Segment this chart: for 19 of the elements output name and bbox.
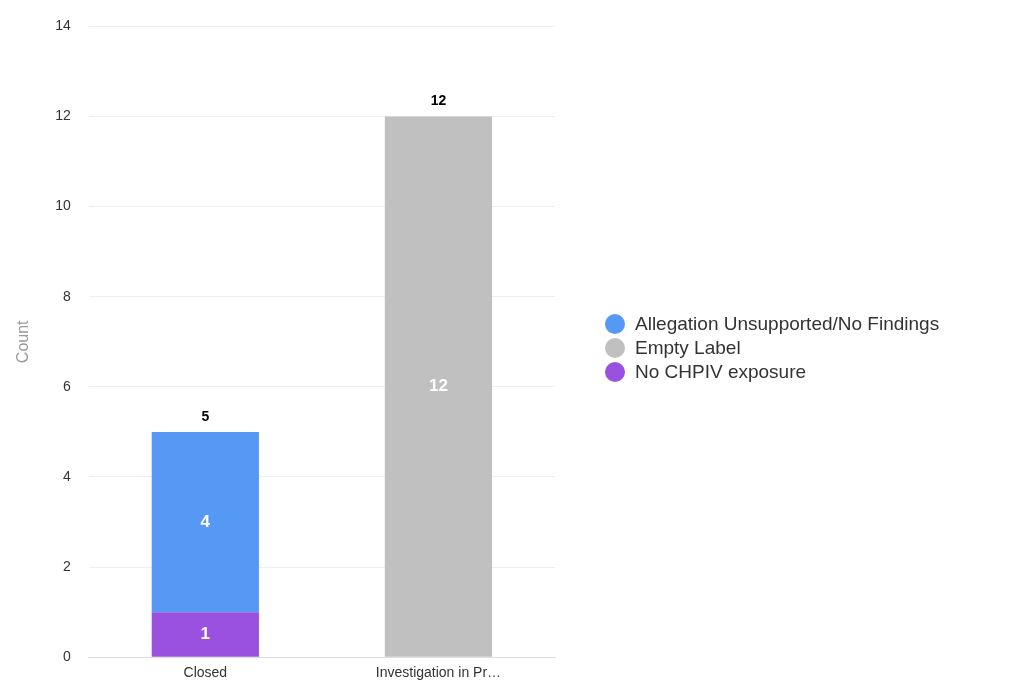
data-label: 1: [200, 624, 211, 644]
y-axis-title: Count: [14, 319, 32, 364]
legend-label: Empty Label: [635, 335, 741, 360]
y-tick-label: 8: [62, 287, 71, 304]
y-tick-label: 4: [62, 467, 71, 484]
y-tick-label: 10: [55, 197, 71, 214]
x-tick-label: Closed: [183, 664, 228, 681]
y-tick-label: 0: [62, 648, 71, 665]
y-tick-label: 14: [55, 17, 71, 34]
x-tick-label: Investigation in Pr…: [375, 664, 502, 681]
y-tick-label: 2: [62, 557, 71, 574]
data-label: 4: [200, 511, 211, 531]
y-tick-label: 12: [55, 107, 71, 124]
total-label: 5: [201, 407, 210, 424]
total-label: 12: [430, 92, 447, 109]
legend-label: Allegation Unsupported/No Findings: [635, 311, 940, 336]
y-tick-label: 6: [62, 377, 71, 394]
data-label: 12: [428, 376, 448, 396]
legend-label: No CHPIV exposure: [635, 359, 807, 384]
